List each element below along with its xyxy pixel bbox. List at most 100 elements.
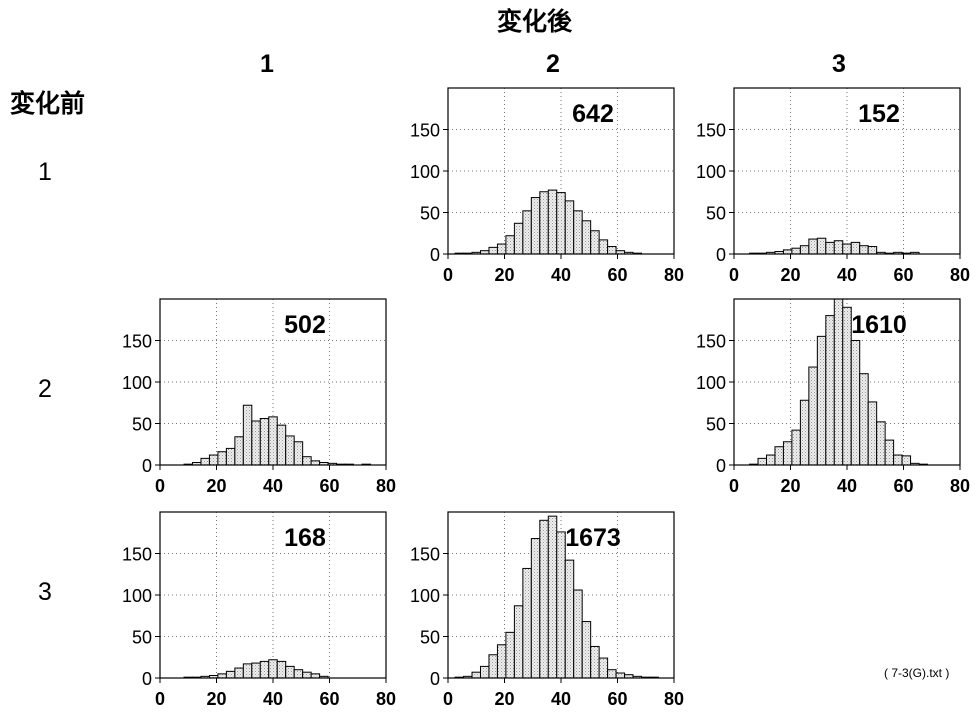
histogram-bar [513,605,524,679]
histogram-1-to-3: 0 50 100 150 0 20 40 60 80 152 [696,87,970,285]
y-tick-label: 0 [716,245,726,265]
x-tick-label: 60 [607,265,627,285]
histogram-bar [791,247,801,255]
histogram-bar [825,241,835,255]
y-tick-label: 0 [430,669,440,689]
count-label: 642 [572,100,614,128]
y-tick-label: 50 [132,415,152,435]
histogram-bar [590,645,600,679]
x-tick-label: 40 [837,476,857,496]
x-tick-label: 0 [443,265,453,285]
x-tick-label: 80 [950,265,970,285]
y-tick-label: 100 [410,162,440,182]
histogram-bar [251,420,261,466]
histogram-bar [522,567,532,679]
histogram-bar [488,246,498,255]
histogram-bar [573,589,583,679]
histogram-bar [208,454,219,466]
histogram-bar [791,429,801,466]
row-label-3: 3 [38,578,52,606]
histogram-3-to-1: 0 50 100 150 0 20 40 60 80 168 [122,511,396,709]
x-tick-label: 60 [893,265,913,285]
y-tick-label: 150 [696,332,726,352]
histogram-bar [884,439,895,466]
x-tick-label: 60 [607,689,627,709]
histogram-bar [615,672,626,679]
histogram-bar [757,457,767,466]
histogram-bar [539,191,549,255]
histogram-bar [471,671,481,679]
histogram-bar [293,669,304,679]
y-tick-label: 50 [420,628,440,648]
source-note: ( 7-3(G).txt ) [884,666,950,680]
histogram-bar [522,210,532,255]
row-label-1: 1 [38,158,52,186]
histogram-3-to-2: 0 50 100 150 0 20 40 60 80 1673 [410,511,684,709]
count-label: 1610 [851,311,907,339]
histogram-bar [607,669,617,679]
histogram-bar [547,189,558,255]
x-tick-label: 80 [376,689,396,709]
histogram-bar [782,441,793,466]
histogram-bar [496,243,507,255]
y-tick-label: 50 [706,415,726,435]
y-tick-label: 50 [132,628,152,648]
x-tick-label: 0 [729,265,739,285]
histogram-2-to-1: 0 50 100 150 0 20 40 60 80 502 [122,298,396,496]
y-tick-label: 100 [122,373,152,393]
histogram-bar [867,401,878,466]
histogram-bar [285,665,295,679]
histogram-bar [598,239,609,255]
x-tick-label: 0 [443,689,453,709]
histogram-bar [505,235,515,255]
x-tick-label: 20 [206,476,226,496]
col-label-2: 2 [546,50,560,78]
histogram-bar [556,192,566,255]
histogram-bar [225,670,236,679]
histogram-bar [607,246,617,255]
histogram-bar [251,662,261,679]
histogram-bar [765,454,776,466]
histogram-bar [242,663,253,679]
histogram-bar [564,200,575,255]
histogram-bar [200,457,210,466]
histogram-bar [825,315,835,466]
histogram-1-to-2: 0 50 100 150 0 20 40 60 80 642 [410,87,684,285]
x-tick-label: 0 [729,476,739,496]
histogram-bar [859,245,869,255]
col-label-1: 1 [260,50,274,78]
count-label: 152 [858,100,900,128]
y-tick-label: 150 [122,332,152,352]
y-tick-label: 100 [696,162,726,182]
x-tick-label: 40 [551,265,571,285]
histogram-bar [842,243,852,255]
histogram-bar [808,238,818,255]
x-tick-label: 80 [664,689,684,709]
histogram-bar [573,210,583,255]
histogram-bar [268,659,278,679]
x-tick-label: 20 [494,265,514,285]
histogram-bar [302,671,312,679]
y-tick-label: 0 [716,456,726,476]
histogram-bar [893,454,903,466]
histogram-bar [808,366,818,466]
histogram-bar [782,249,793,255]
histogram-bar [530,538,541,679]
histogram-bar [217,673,227,679]
x-tick-label: 60 [319,689,339,709]
histogram-bar [293,441,304,466]
histogram-bar [581,220,592,255]
x-tick-label: 60 [893,476,913,496]
x-tick-label: 0 [155,476,165,496]
x-tick-label: 40 [551,689,571,709]
count-label: 168 [284,524,326,552]
x-tick-label: 20 [494,689,514,709]
histogram-bar [842,306,852,466]
histogram-2-to-3: 0 50 100 150 0 20 40 60 80 1610 [696,298,970,496]
after-title: 変化後 [497,8,573,36]
x-tick-label: 20 [206,689,226,709]
histogram-bar [833,298,844,466]
histogram-bar [302,456,312,466]
x-tick-label: 40 [263,476,283,496]
histogram-bar [564,559,575,679]
